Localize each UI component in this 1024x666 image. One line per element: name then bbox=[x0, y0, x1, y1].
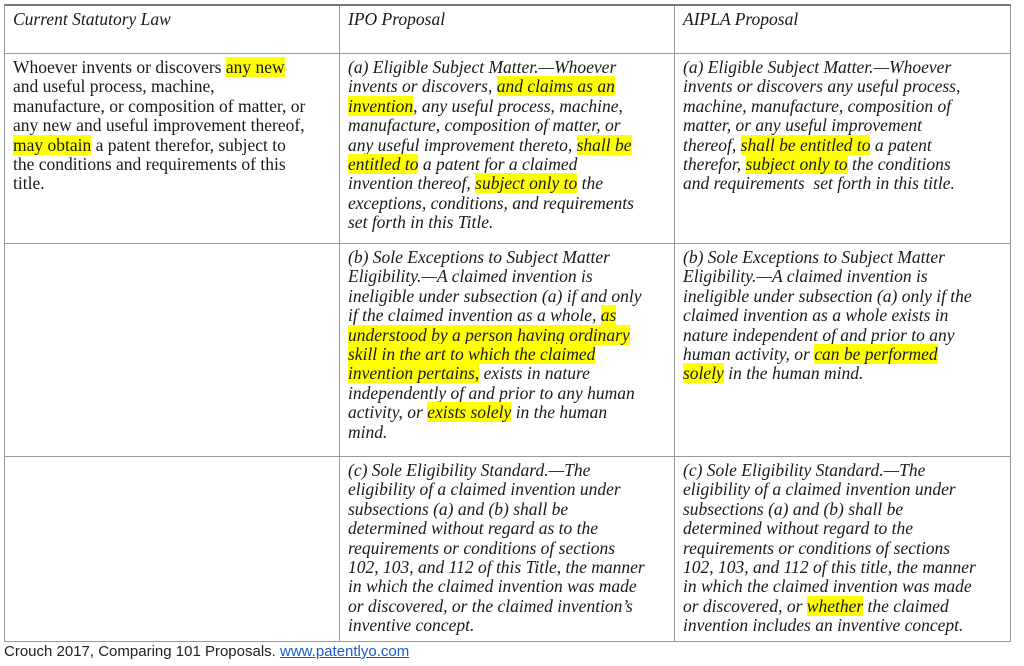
highlighted-text: shall be entitled to bbox=[741, 135, 871, 155]
table-cell-aipla: (c) Sole Eligibility Standard.—The eligi… bbox=[675, 457, 1011, 642]
header-cell-ipo: IPO Proposal bbox=[340, 6, 675, 54]
table-cell-ipo: (c) Sole Eligibility Standard.—The eligi… bbox=[340, 457, 675, 642]
text-segment: Whoever invents or discovers bbox=[13, 57, 226, 77]
cell-text: Whoever invents or discovers any new and… bbox=[13, 58, 339, 194]
header-cell-aipla: AIPLA Proposal bbox=[675, 6, 1011, 54]
column-header: AIPLA Proposal bbox=[683, 9, 798, 29]
header-cell-current-law: Current Statutory Law bbox=[5, 6, 340, 54]
table-cell-current-law bbox=[5, 457, 340, 642]
footer-text: Crouch 2017, Comparing 101 Proposals. bbox=[4, 643, 280, 660]
table-cell-current-law: Whoever invents or discovers any new and… bbox=[5, 54, 340, 244]
table-cell-ipo: (a) Eligible Subject Matter.—Whoever inv… bbox=[340, 54, 675, 244]
column-header: Current Statutory Law bbox=[13, 9, 171, 29]
highlighted-text: may obtain bbox=[13, 135, 91, 155]
text-segment: (c) Sole Eligibility Standard.—The eligi… bbox=[348, 460, 645, 635]
text-segment: in the human mind. bbox=[724, 363, 864, 383]
cell-text: (c) Sole Eligibility Standard.—The eligi… bbox=[348, 461, 674, 636]
table-cell-current-law bbox=[5, 244, 340, 457]
text-segment: and useful process, machine, manufacture… bbox=[13, 76, 305, 135]
table-cell-aipla: (b) Sole Exceptions to Subject Matter El… bbox=[675, 244, 1011, 457]
table-cell-aipla: (a) Eligible Subject Matter.—Whoever inv… bbox=[675, 54, 1011, 244]
comparison-table: Current Statutory Law IPO Proposal AIPLA P… bbox=[4, 4, 1011, 642]
text-segment: (c) Sole Eligibility Standard.—The eligi… bbox=[683, 460, 976, 616]
table-cell-ipo: (b) Sole Exceptions to Subject Matter El… bbox=[340, 244, 675, 457]
highlighted-text: exists solely bbox=[427, 402, 511, 422]
highlighted-text: subject only to bbox=[746, 154, 848, 174]
cell-text: (a) Eligible Subject Matter.—Whoever inv… bbox=[348, 58, 674, 233]
highlighted-text: whether bbox=[807, 596, 863, 616]
highlighted-text: subject only to bbox=[475, 173, 577, 193]
highlighted-text: any new bbox=[226, 57, 285, 77]
column-header: IPO Proposal bbox=[348, 9, 445, 29]
cell-text: (b) Sole Exceptions to Subject Matter El… bbox=[348, 248, 674, 442]
text-segment: (b) Sole Exceptions to Subject Matter El… bbox=[348, 247, 642, 325]
cell-text: (a) Eligible Subject Matter.—Whoever inv… bbox=[683, 58, 1010, 194]
footer-link[interactable]: www.patentlyo.com bbox=[280, 643, 409, 660]
cell-text: (c) Sole Eligibility Standard.—The eligi… bbox=[683, 461, 1010, 636]
cell-text: (b) Sole Exceptions to Subject Matter El… bbox=[683, 248, 1010, 384]
footer-caption: Crouch 2017, Comparing 101 Proposals. ww… bbox=[4, 643, 409, 660]
